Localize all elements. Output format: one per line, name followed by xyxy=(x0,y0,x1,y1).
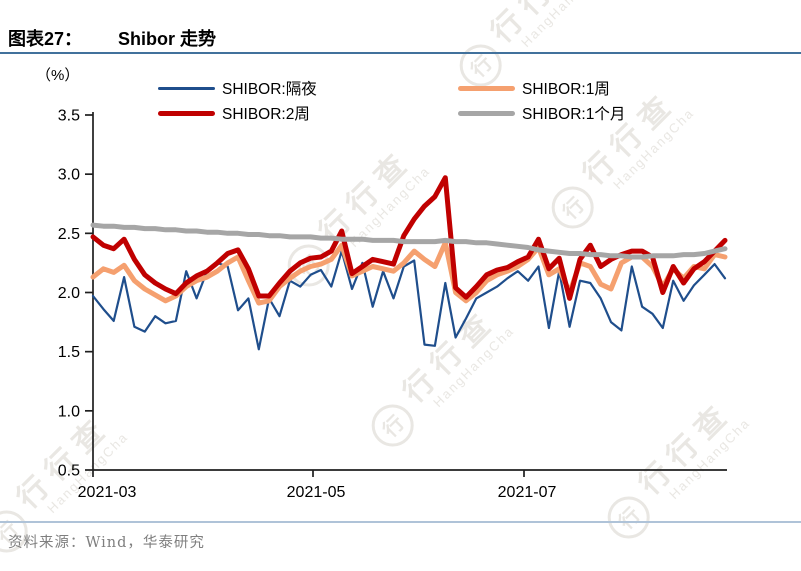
legend-line-swatch xyxy=(158,110,215,116)
legend-label: SHIBOR:2周 xyxy=(222,106,310,123)
y-tick-label: 3.5 xyxy=(58,108,80,125)
series-line-3 xyxy=(90,222,728,260)
y-axis-unit-label: （%） xyxy=(36,67,80,84)
chart-number: 图表27： xyxy=(8,29,83,49)
chart-legend: SHIBOR:隔夜 SHIBOR:1周 SHIBOR:2周 SHIBOR:1个月 xyxy=(158,77,625,124)
y-tick-label: 2.5 xyxy=(58,226,80,243)
source-note: 资料来源：Wind，华泰研究 xyxy=(8,535,205,551)
legend-line-swatch xyxy=(458,110,515,116)
series-line-1 xyxy=(90,240,728,306)
y-tick-label: 2.0 xyxy=(58,285,80,302)
footer-divider xyxy=(0,521,801,523)
title-divider xyxy=(0,52,801,54)
legend-label: SHIBOR:隔夜 xyxy=(222,81,317,98)
legend-label: SHIBOR:1周 xyxy=(522,81,610,98)
x-tick-label: 2021-07 xyxy=(498,484,557,501)
series-line-0 xyxy=(91,250,727,351)
y-tick-label: 3.0 xyxy=(58,167,80,184)
legend-line-swatch xyxy=(158,86,215,90)
x-tick-label: 2021-03 xyxy=(78,484,137,501)
legend-item-0: SHIBOR:隔夜 xyxy=(158,77,458,99)
y-tick-label: 1.0 xyxy=(58,403,80,420)
legend-item-3: SHIBOR:1个月 xyxy=(458,102,625,124)
page-title: Shibor 走势 xyxy=(118,29,216,49)
legend-line-swatch xyxy=(458,85,515,91)
y-tick-label: 1.5 xyxy=(58,344,80,361)
legend-label: SHIBOR:1个月 xyxy=(522,106,626,123)
legend-item-1: SHIBOR:1周 xyxy=(458,77,625,99)
x-tick-label: 2021-05 xyxy=(287,484,346,501)
y-tick-label: 0.5 xyxy=(58,463,80,480)
legend-item-2: SHIBOR:2周 xyxy=(158,102,458,124)
